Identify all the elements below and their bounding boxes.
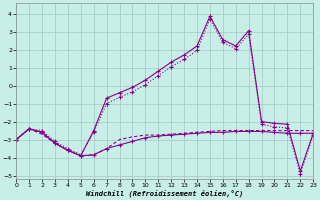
X-axis label: Windchill (Refroidissement éolien,°C): Windchill (Refroidissement éolien,°C)	[86, 190, 243, 197]
